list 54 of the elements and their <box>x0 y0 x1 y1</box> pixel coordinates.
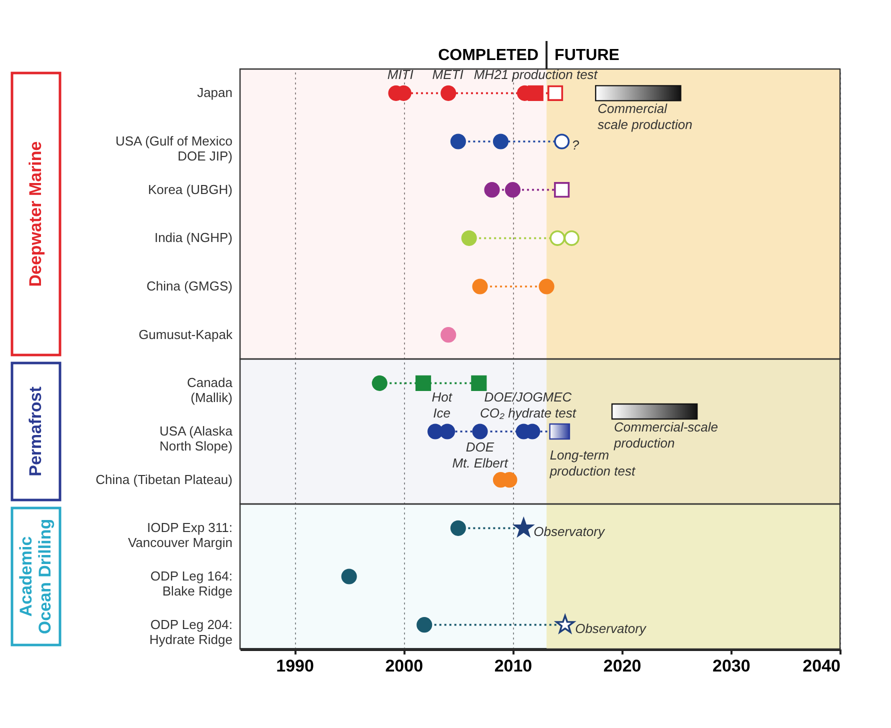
band-label: FUTURE <box>554 47 620 64</box>
annotation: MITI <box>387 67 414 82</box>
point <box>440 327 456 343</box>
point <box>471 375 487 391</box>
annotation: ? <box>572 138 580 152</box>
x-tick-label: 1990 <box>276 656 314 676</box>
band-label: Academic Ocean Drilling <box>16 518 54 634</box>
x-tick-label: 2010 <box>494 656 532 676</box>
band-label: Deepwater Marine <box>26 141 45 287</box>
y-tick-label: USA (Alaska North Slope) <box>160 424 234 454</box>
point <box>550 230 566 246</box>
y-tick-label: Canada (Mallik) <box>186 375 234 406</box>
y-tick-label: IODP Exp 311: Vancouver Margin <box>128 520 232 550</box>
point <box>514 518 534 536</box>
y-tick-label: USA (Gulf of Mexico DOE JIP) <box>115 134 232 164</box>
annotation: Observatory <box>534 524 606 540</box>
annotation: Commercial-scale production <box>613 420 718 450</box>
annotation: DOE Mt. Elbert <box>452 440 510 470</box>
point <box>556 614 575 634</box>
band-label: Permafrost <box>26 386 45 476</box>
point <box>492 134 509 150</box>
y-tick-label: India (NGHP) <box>154 230 232 246</box>
x-tick-label: 2030 <box>712 656 750 676</box>
y-tick-label: China (GMGS) <box>146 278 232 294</box>
annotation: Hot Ice <box>432 390 454 420</box>
bar <box>595 85 682 102</box>
point <box>341 568 357 584</box>
x-tick-label: 2000 <box>385 656 424 676</box>
point <box>564 230 580 246</box>
y-tick-label: Japan <box>197 85 232 100</box>
point <box>461 230 477 246</box>
point <box>504 182 521 198</box>
point <box>554 182 570 198</box>
point <box>554 134 570 150</box>
point <box>538 278 554 294</box>
annotation: MH21 production test <box>474 67 599 82</box>
point <box>484 182 500 198</box>
point <box>547 85 564 101</box>
y-tick-label: Gumusut-Kapak <box>138 326 233 342</box>
y-tick-label: ODP Leg 164: Blake Ridge <box>150 568 232 598</box>
point <box>450 520 466 536</box>
point <box>450 134 466 150</box>
annotation: METI <box>432 67 464 82</box>
y-tick-label: ODP Leg 204: Hydrate Ridge <box>149 616 232 647</box>
annotation: Commercial scale production <box>598 101 692 132</box>
y-tick-label: Korea (UBGH) <box>148 182 232 197</box>
bar <box>611 403 698 420</box>
annotation: DOE/JOGMEC CO₂ hydrate test <box>480 390 578 420</box>
point <box>416 617 432 633</box>
x-tick-label: 2040 <box>802 656 840 676</box>
y-tick-label: China (Tibetan Plateau) <box>96 472 232 487</box>
annotation: Observatory <box>575 620 648 636</box>
ref-line-label: COMPLETED <box>438 47 539 64</box>
x-tick-label: 2020 <box>603 656 642 676</box>
